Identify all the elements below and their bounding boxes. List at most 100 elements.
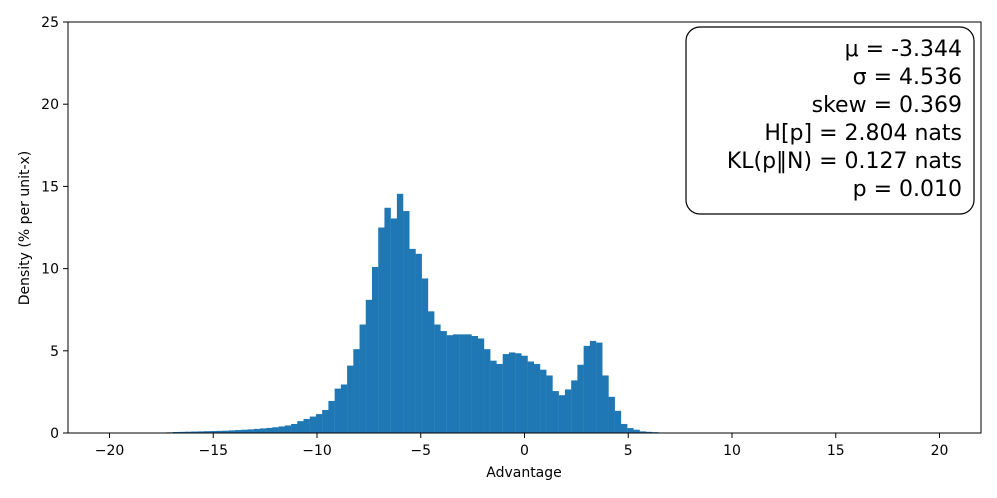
histogram-bar	[577, 364, 584, 433]
histogram-bar	[434, 324, 441, 433]
histogram-bar	[222, 430, 229, 433]
histogram-bar	[490, 360, 497, 433]
histogram-bar	[322, 409, 329, 433]
histogram-bar	[272, 427, 279, 433]
stats-pvalue: p = 0.010	[853, 177, 962, 202]
histogram-bar	[515, 353, 522, 433]
stats-skew: skew = 0.369	[812, 93, 962, 118]
stats-box: μ = -3.344 σ = 4.536 skew = 0.369 H[p] =…	[685, 26, 975, 215]
histogram-bar	[428, 311, 435, 433]
histogram-bar	[328, 400, 335, 433]
bars-group	[110, 193, 678, 433]
histogram-bar	[627, 428, 634, 433]
histogram-bar	[203, 431, 211, 433]
histogram-bar	[527, 361, 534, 433]
x-tick-label: 10	[723, 443, 741, 459]
histogram-bar	[421, 278, 429, 433]
histogram-bar	[371, 266, 379, 433]
histogram-bar	[614, 410, 622, 433]
histogram-bar	[440, 331, 447, 433]
x-axis-label: Advantage	[486, 465, 562, 481]
histogram-bar	[216, 430, 223, 433]
histogram-bar	[191, 431, 198, 433]
x-tick-label: 15	[827, 443, 845, 459]
histogram-bar	[633, 429, 640, 433]
stats-mean: μ = -3.344	[845, 37, 962, 62]
histogram-bar	[446, 335, 454, 433]
histogram-bar	[533, 363, 541, 433]
histogram-bar	[235, 430, 242, 433]
histogram-bar	[347, 365, 354, 433]
histogram-bar	[540, 369, 547, 433]
y-tick-label: 15	[41, 179, 59, 195]
histogram-bar	[409, 248, 416, 433]
histogram-bar	[589, 340, 597, 433]
histogram-bar	[197, 431, 205, 433]
histogram-bar	[546, 375, 553, 433]
stats-entropy: H[p] = 2.804 nats	[764, 121, 962, 146]
histogram-bar	[303, 419, 310, 433]
y-tick-label: 0	[50, 426, 59, 442]
x-tick-label: 5	[624, 443, 633, 459]
histogram-bar	[315, 414, 323, 433]
y-tick-label: 20	[41, 97, 59, 113]
histogram-bar	[571, 380, 578, 433]
histogram-bar	[365, 299, 373, 433]
histogram-bar	[291, 423, 298, 433]
histogram-bar	[179, 431, 186, 433]
histogram-bar	[284, 425, 292, 433]
histogram-bar	[471, 336, 478, 433]
y-axis-ticks: 0 5 10 15 20 25	[41, 15, 68, 442]
stats-stddev: σ = 4.536	[853, 65, 962, 90]
histogram-bar	[278, 426, 285, 433]
histogram-bar	[396, 193, 404, 433]
histogram-bar	[340, 384, 348, 433]
histogram-bar	[639, 431, 647, 433]
histogram-bar	[620, 423, 628, 433]
x-tick-label: −10	[302, 443, 332, 459]
histogram-bar	[484, 349, 491, 433]
histogram-bar	[384, 207, 391, 433]
histogram-bar	[496, 363, 503, 433]
histogram-bar	[645, 431, 653, 433]
histogram-bar	[596, 342, 603, 433]
histogram-bar	[359, 324, 366, 433]
histogram-bar	[247, 429, 254, 433]
x-axis-ticks: −20 −15 −10 −5 0 5 10 15 20	[95, 433, 948, 459]
histogram-bar	[185, 431, 192, 433]
histogram-bar	[390, 218, 398, 433]
x-tick-label: −20	[95, 443, 125, 459]
y-tick-label: 5	[50, 344, 59, 360]
histogram-bar	[502, 354, 510, 433]
histogram-bar	[241, 429, 248, 433]
histogram-bar	[266, 427, 273, 433]
histogram-bar	[602, 375, 609, 433]
histogram-bar	[459, 334, 466, 433]
y-tick-label: 25	[41, 15, 59, 31]
histogram-bar	[465, 334, 472, 433]
histogram-bar	[210, 431, 217, 433]
histogram-bar	[583, 345, 591, 433]
histogram-bar	[297, 421, 304, 433]
histogram-bar	[378, 227, 385, 433]
histogram-bar	[608, 396, 615, 433]
histogram-bar	[521, 355, 528, 433]
histogram-bar	[353, 349, 360, 433]
histogram-bar	[452, 334, 460, 433]
histogram-bar	[558, 395, 566, 433]
stats-box-frame	[685, 26, 975, 215]
histogram-bar	[253, 428, 261, 433]
stats-kl: KL(p‖N) = 0.127 nats	[727, 149, 962, 174]
histogram-bar	[508, 352, 516, 433]
histogram-bar	[259, 428, 267, 433]
x-tick-label: −5	[410, 443, 431, 459]
histogram-bar	[228, 430, 236, 433]
histogram-bar	[415, 253, 422, 433]
x-tick-label: 0	[520, 443, 529, 459]
histogram-bar	[334, 388, 342, 433]
y-axis-label: Density (% per unit-x)	[17, 151, 33, 306]
histogram-bar	[477, 338, 485, 433]
y-tick-label: 10	[41, 262, 59, 278]
histogram-bar	[403, 211, 410, 433]
